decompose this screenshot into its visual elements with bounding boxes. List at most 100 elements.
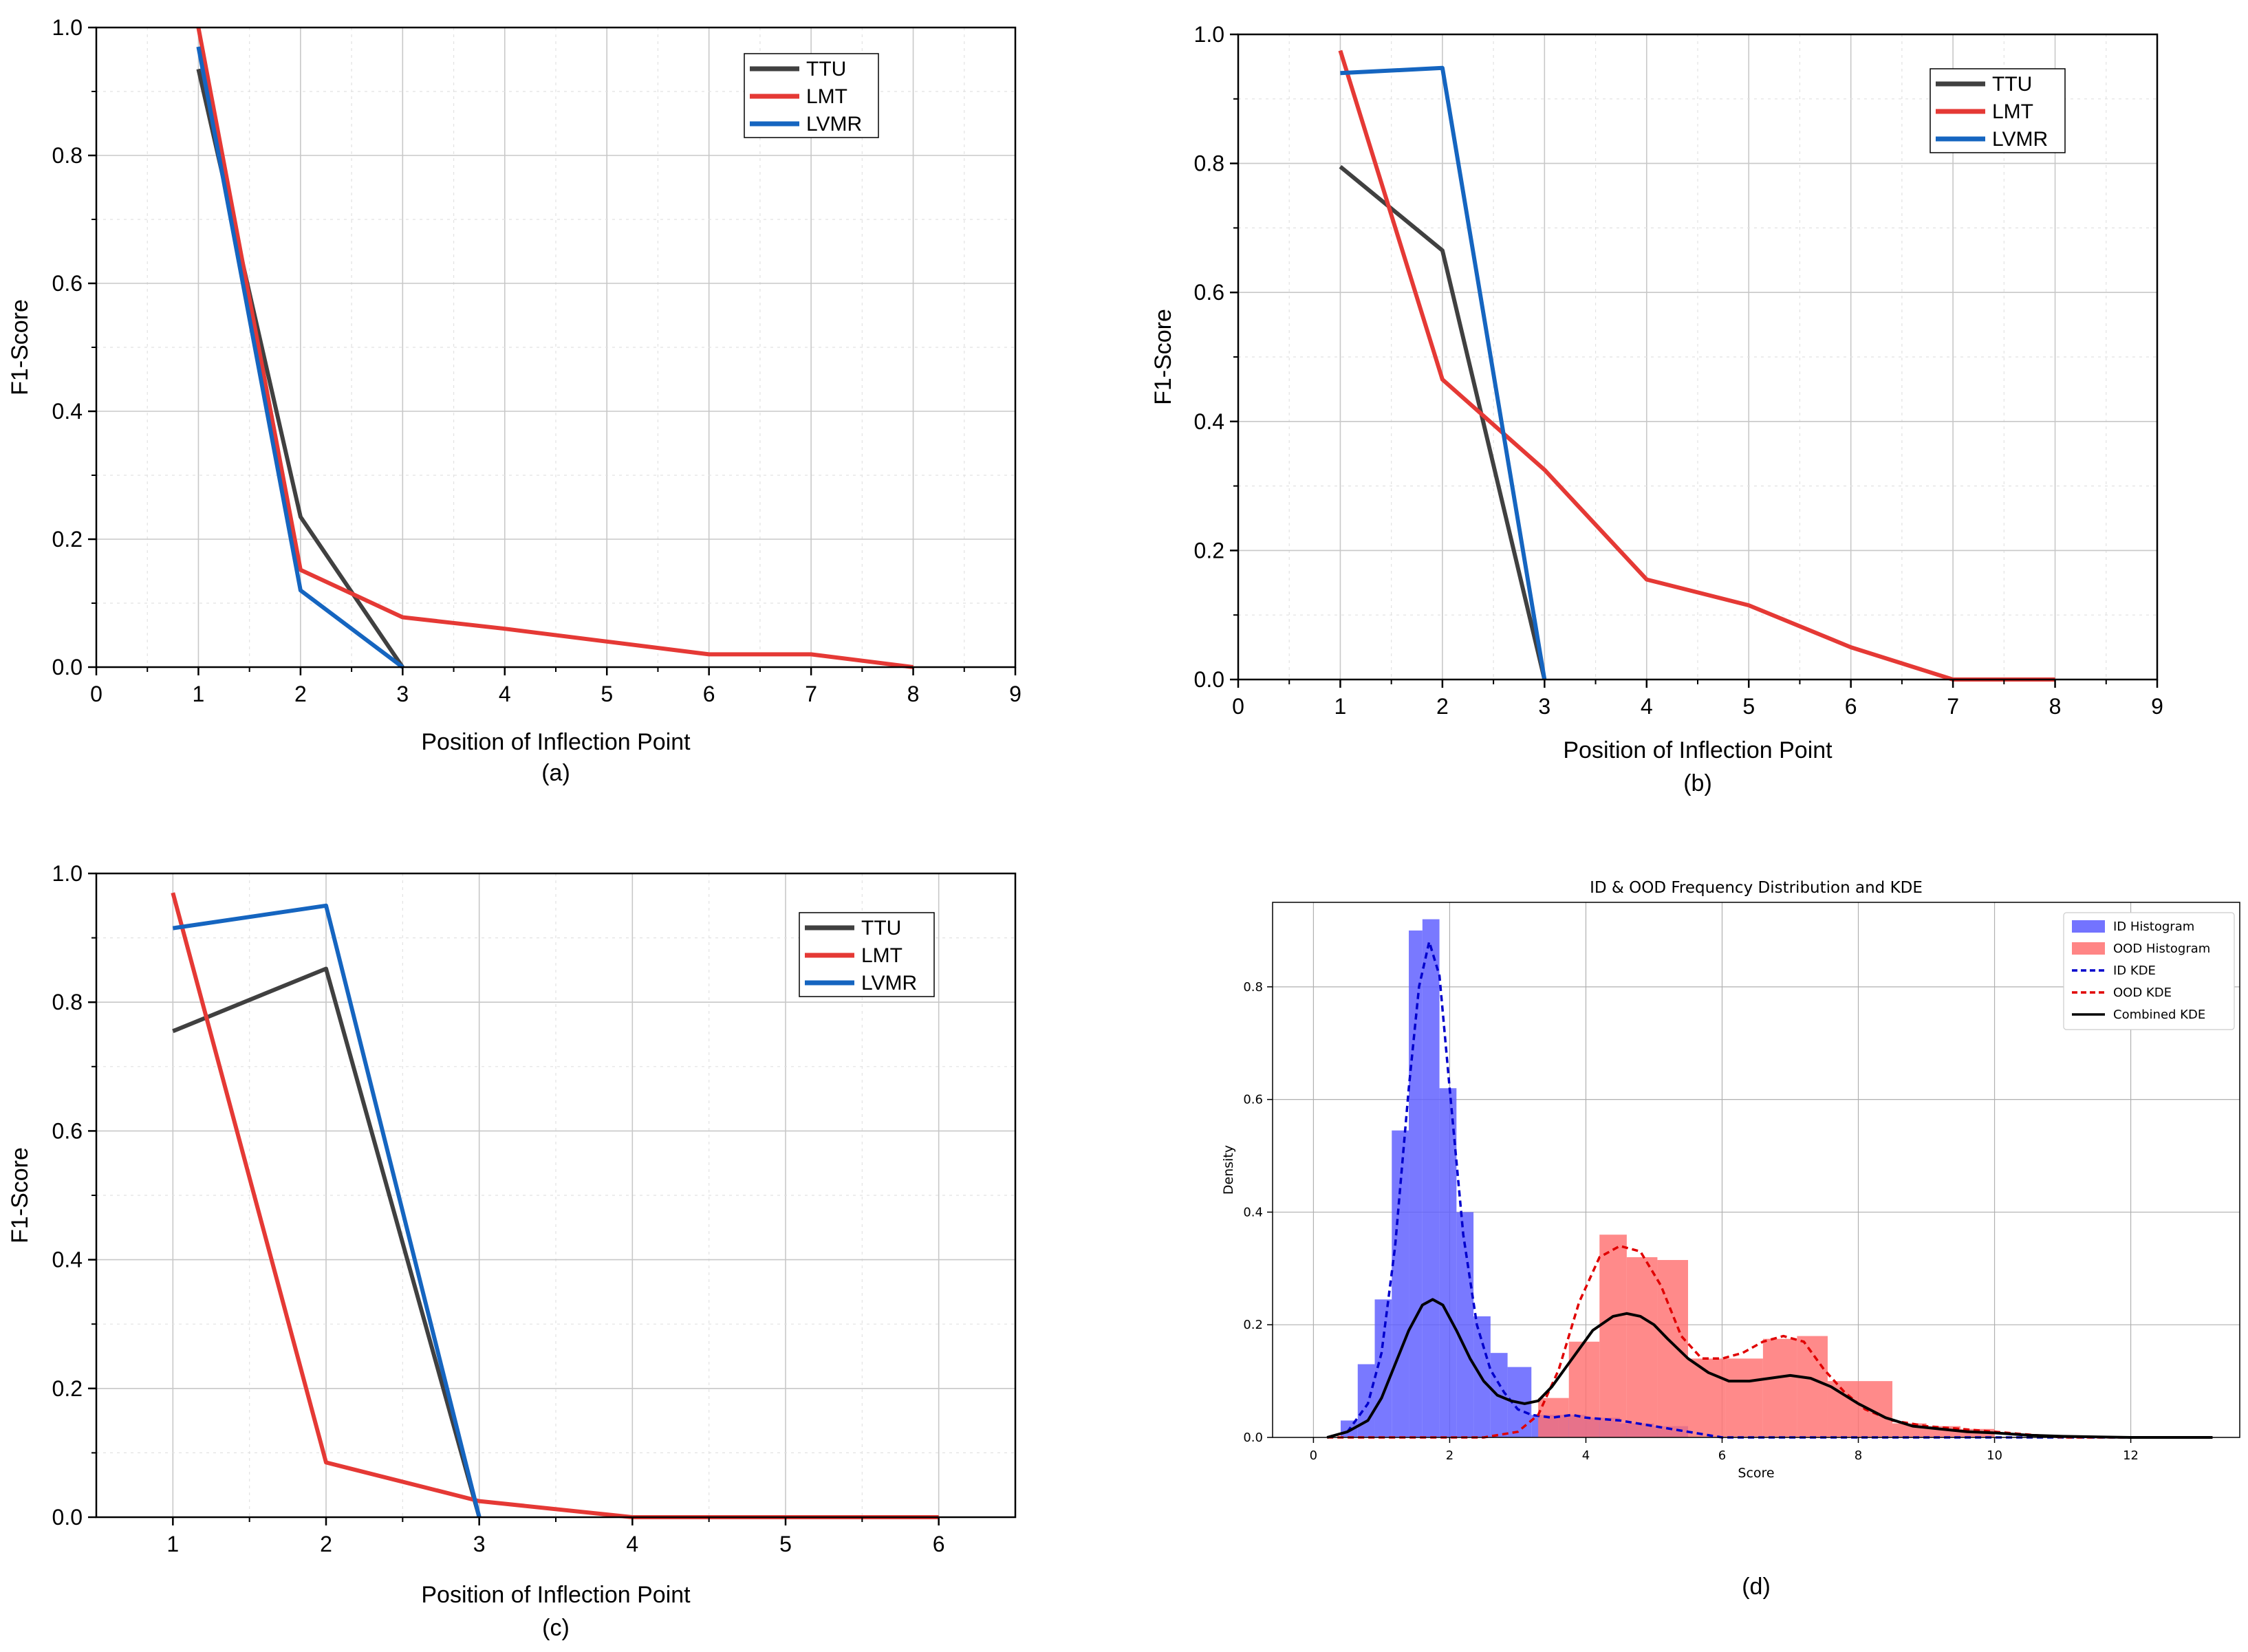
- histogram-bar: [1797, 1336, 1828, 1437]
- panel-b: 0 1 2 3 4 5 6 7 8 90.00.20.40.60.81.0 TTULMTLVMR …: [1150, 22, 2163, 796]
- y-tick-label: 0.0: [52, 1505, 83, 1530]
- x-tick-label: 0: [1232, 694, 1244, 719]
- legend-label: TTU: [1992, 73, 2032, 96]
- histogram-bar: [1762, 1338, 1797, 1437]
- legend-label: LMT: [806, 85, 847, 108]
- y-tick-label: 0.2: [52, 527, 83, 552]
- x-tick-label: 5: [601, 682, 613, 706]
- panel-caption: (c): [542, 1615, 570, 1641]
- panel-c: 1 2 3 4 5 6 0.0 0.2 0.4 0.6 0.8 1.0 TTU LMT LVMR Posi…: [7, 861, 1017, 1641]
- x-tick-label: 0: [1310, 1448, 1317, 1463]
- x-tick-label: 1: [1334, 694, 1347, 719]
- series-line-lmt: [196, 27, 914, 669]
- legend-label: Combined KDE: [2113, 1008, 2205, 1022]
- y-axis-label: F1-Score: [7, 1147, 33, 1243]
- histogram-bar: [1422, 919, 1440, 1437]
- x-tick-label: 12: [2123, 1448, 2139, 1463]
- histogram-bar: [1392, 1130, 1409, 1437]
- panel-a: 0 1 2 3 4 5 6 7 8 90.00.20.40.60.81.0 TTULMTLVMR …: [7, 15, 1022, 786]
- y-tick-label: 0.6: [52, 1118, 83, 1143]
- x-tick-label: 1: [166, 1532, 179, 1556]
- x-tick-label: 8: [2049, 694, 2062, 719]
- series-line-ttu: [172, 966, 482, 1518]
- x-tick-label: 8: [1855, 1448, 1862, 1463]
- y-tick-label: 0.4: [1243, 1205, 1263, 1219]
- x-tick-label: 3: [396, 682, 409, 706]
- series-line-lvmr: [196, 46, 404, 669]
- x-tick-label: 6: [703, 682, 715, 706]
- x-tick-label: 4: [1582, 1448, 1590, 1463]
- legend-box: [2063, 912, 2235, 1030]
- y-tick-label: 0.4: [1194, 409, 1224, 434]
- x-tick-label: 4: [499, 682, 511, 706]
- histogram-bar: [1439, 1088, 1457, 1437]
- legend-label: LVMR: [1992, 128, 2048, 151]
- y-tick-label: 0.8: [52, 990, 83, 1014]
- legend-label: OOD Histogram: [2113, 942, 2210, 956]
- x-axis-label: Position of Inflection Point: [421, 729, 691, 755]
- x-tick-label: 3: [473, 1532, 486, 1556]
- x-tick-label: 4: [626, 1532, 638, 1556]
- x-tick-label: 8: [907, 682, 920, 706]
- x-tick-label: 7: [805, 682, 817, 706]
- x-tick-label: 6: [1718, 1448, 1726, 1463]
- series-line-id-kde: [1326, 940, 2213, 1439]
- y-tick-label: 0.4: [52, 1248, 83, 1272]
- x-tick-label: 2: [294, 682, 307, 706]
- legend-swatch: [2072, 920, 2105, 933]
- series-line-combined-kde: [1326, 1298, 2213, 1439]
- y-tick-label: 0.6: [1243, 1093, 1263, 1107]
- histogram-bar: [1599, 1235, 1627, 1437]
- y-axis-label: Density: [1221, 1145, 1236, 1195]
- y-tick-label: 0.6: [52, 271, 83, 296]
- histogram-bar: [1374, 1299, 1392, 1437]
- x-tick-label: 5: [1742, 694, 1755, 719]
- series-line-lmt: [1338, 50, 2055, 682]
- x-tick-label: 9: [1009, 682, 1022, 706]
- series-line-lvmr: [1340, 65, 1547, 680]
- x-tick-label: 6: [933, 1532, 945, 1556]
- y-tick-label: 0.8: [52, 143, 83, 168]
- legend-label: TTU: [806, 58, 846, 80]
- x-tick-label: 7: [1947, 694, 1959, 719]
- histogram-bar: [1626, 1257, 1658, 1437]
- histogram-bar: [1725, 1358, 1763, 1437]
- panel-caption: (a): [541, 760, 570, 786]
- x-tick-label: 1: [193, 682, 205, 706]
- y-tick-label: 0.0: [52, 655, 83, 680]
- series-line-lvmr: [172, 903, 482, 1518]
- x-axis-label: Score: [1738, 1466, 1774, 1481]
- x-tick-label: 10: [1987, 1448, 2002, 1463]
- y-tick-label: 1.0: [1194, 22, 1224, 47]
- histogram-bar: [1456, 1212, 1474, 1437]
- y-tick-label: 0.0: [1243, 1431, 1263, 1445]
- panel-caption: (d): [1742, 1574, 1771, 1600]
- legend-label: LVMR: [861, 972, 917, 995]
- y-tick-label: 1.0: [52, 861, 83, 886]
- y-tick-label: 0.8: [1194, 151, 1224, 176]
- y-tick-label: 0.2: [52, 1376, 83, 1401]
- y-tick-label: 0.8: [1243, 980, 1263, 995]
- x-tick-label: 5: [779, 1532, 792, 1556]
- legend-swatch: [2072, 942, 2105, 955]
- histogram-bar: [1657, 1260, 1688, 1437]
- y-axis-label: F1-Score: [7, 299, 33, 395]
- legend-label: ID Histogram: [2113, 920, 2194, 934]
- legend-label: OOD KDE: [2113, 986, 2172, 1000]
- series-line-ood-kde: [1327, 1244, 2213, 1439]
- panel-d: 0 2 4 6 8 10 12 0.0 0.2 0.4 0.6 0.8 ID Histogram OOD…: [1221, 879, 2240, 1600]
- x-tick-label: 6: [1845, 694, 1857, 719]
- legend-label: LMT: [861, 944, 903, 967]
- x-tick-label: 2: [1446, 1448, 1453, 1463]
- x-tick-label: 9: [2151, 694, 2163, 719]
- x-tick-label: 3: [1538, 694, 1550, 719]
- series-line-ttu: [1339, 164, 1547, 680]
- x-tick-label: 0: [90, 682, 102, 706]
- legend-label: LMT: [1992, 100, 2033, 123]
- x-tick-label: 2: [1436, 694, 1449, 719]
- histogram-bar: [1409, 930, 1423, 1437]
- y-tick-label: 0.0: [1194, 667, 1224, 692]
- legend-label: LVMR: [806, 113, 862, 135]
- legend-label: ID KDE: [2113, 964, 2156, 978]
